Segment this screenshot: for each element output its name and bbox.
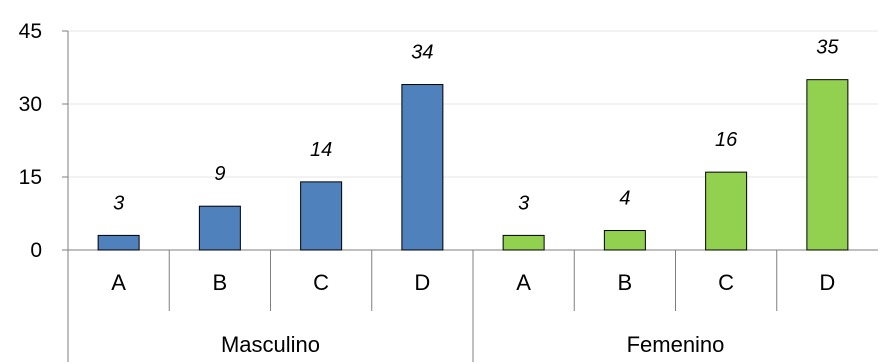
bar <box>300 181 343 251</box>
bar <box>705 171 748 251</box>
data-label: 35 <box>816 37 839 59</box>
category-label: A <box>516 270 531 295</box>
category-label: C <box>718 270 734 295</box>
data-label: 34 <box>411 42 433 64</box>
category-label: B <box>213 270 228 295</box>
gridlines <box>68 30 878 178</box>
bar <box>502 234 545 251</box>
axes <box>62 30 878 362</box>
category-label: A <box>111 270 126 295</box>
category-label: C <box>313 270 329 295</box>
y-tick-label: 30 <box>19 93 42 116</box>
bar <box>198 205 241 251</box>
y-tick-label: 45 <box>19 20 42 43</box>
group-label: Masculino <box>221 332 320 357</box>
bar <box>806 79 849 251</box>
data-label: 3 <box>518 192 529 214</box>
category-label: B <box>618 270 633 295</box>
data-label: 4 <box>619 188 630 210</box>
data-label: 14 <box>310 139 332 161</box>
bar <box>401 84 444 251</box>
data-label: 3 <box>113 192 124 214</box>
bars <box>97 79 849 251</box>
category-label: D <box>414 270 430 295</box>
bar <box>97 234 140 251</box>
data-label: 9 <box>214 163 225 185</box>
y-tick-label: 15 <box>19 166 42 189</box>
category-label: D <box>819 270 835 295</box>
group-label: Femenino <box>627 332 725 357</box>
data-label: 16 <box>715 129 738 151</box>
y-tick-label: 0 <box>30 239 42 262</box>
labels: 0 15 30 45 3 A 9 B 14 C 34 D Masculino 3 A 4 B 16 C 35 D Feme… <box>19 20 840 357</box>
bar <box>603 230 646 251</box>
